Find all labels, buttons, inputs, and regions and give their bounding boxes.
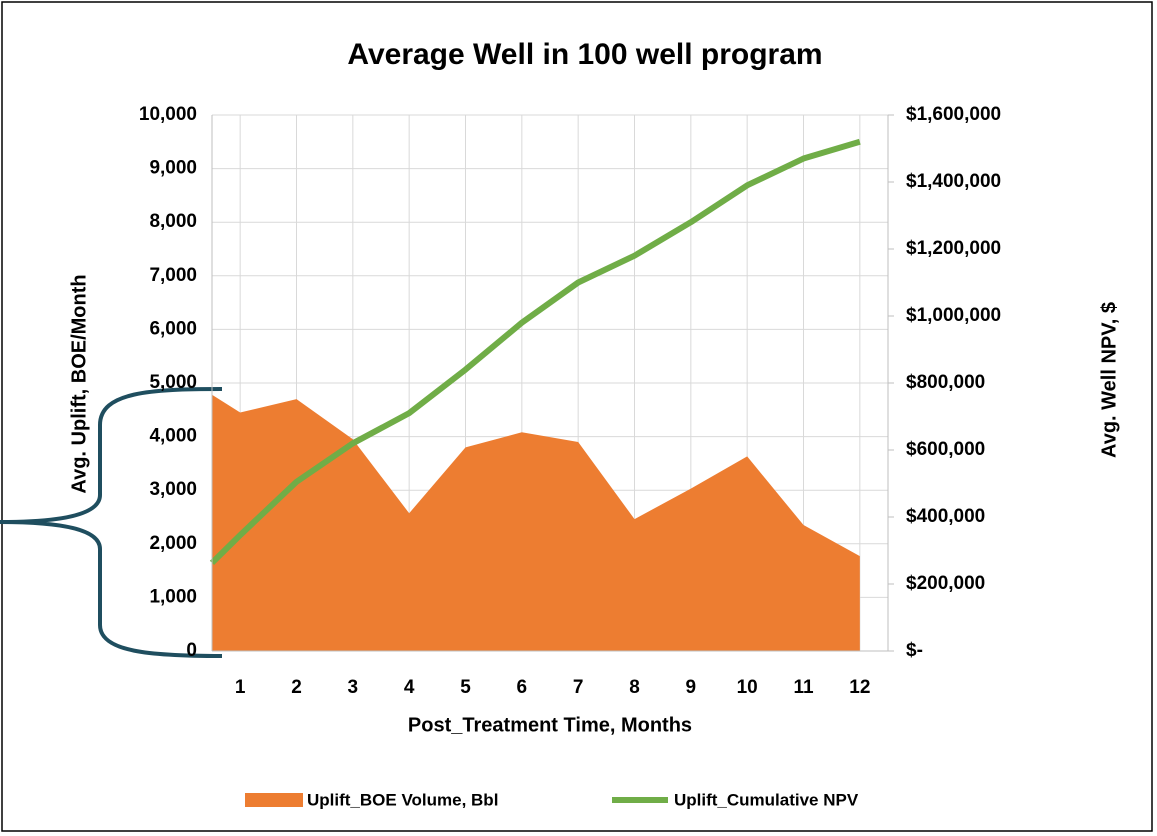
x-tick-label: 6	[517, 677, 528, 698]
y-tick-label: 9,000	[149, 158, 197, 179]
legend-label: Uplift_Cumulative NPV	[674, 790, 859, 809]
x-tick-label: 4	[404, 677, 415, 698]
line	[209, 138, 861, 566]
y2-tick-label: $-	[906, 640, 923, 661]
x-tick-label: 1	[235, 677, 246, 698]
y2-tick-label: $1,600,000	[906, 104, 1001, 125]
y2-tick-label: $1,400,000	[906, 171, 1001, 192]
y-tick-label: 4,000	[149, 426, 197, 447]
x-axis-title: Post_Treatment Time, Months	[408, 714, 692, 736]
x-tick-label: 2	[291, 677, 302, 698]
legend-swatch	[245, 793, 303, 807]
y-tick-label: 3,000	[149, 479, 197, 500]
x-tick-label: 9	[686, 677, 697, 698]
y2-tick-label: $800,000	[906, 372, 985, 393]
y2-axis-title: Avg. Well NPV, $	[1098, 302, 1120, 458]
x-tick-label: 8	[629, 677, 640, 698]
plot-area	[209, 114, 888, 652]
y-tick-label: 5,000	[149, 372, 197, 393]
x-tick-label: 12	[849, 677, 870, 698]
y-tick-label: 8,000	[149, 211, 197, 232]
x-tick-label: 11	[793, 677, 814, 698]
x-tick-label: 10	[737, 677, 758, 698]
y2-tick-label: $600,000	[906, 439, 985, 460]
y-tick-label: 6,000	[149, 318, 197, 339]
y2-tick-label: $400,000	[906, 506, 985, 527]
x-tick-label: 3	[348, 677, 359, 698]
y-tick-label: 1,000	[149, 586, 197, 607]
y-tick-label: 0	[186, 640, 197, 661]
area	[212, 394, 860, 651]
y-tick-label: 2,000	[149, 533, 197, 554]
y2-tick-label: $1,200,000	[906, 238, 1001, 259]
legend-label: Uplift_BOE Volume, Bbl	[307, 790, 498, 809]
x-tick-label: 5	[460, 677, 471, 698]
x-tick-label: 7	[573, 677, 584, 698]
y-tick-label: 7,000	[149, 265, 197, 286]
y-axis-title: Avg. Uplift, BOE/Month	[68, 274, 90, 493]
y2-tick-label: $1,000,000	[906, 305, 1001, 326]
y-tick-label: 10,000	[139, 104, 197, 125]
chart-title: Average Well in 100 well program	[347, 38, 822, 71]
brace-annotation	[0, 387, 223, 658]
y2-tick-label: $200,000	[906, 573, 985, 594]
